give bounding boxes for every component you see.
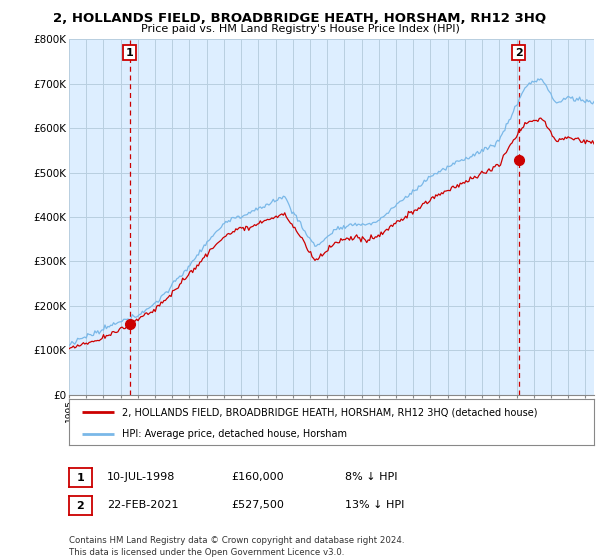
Text: 2: 2 — [515, 48, 523, 58]
Text: 10-JUL-1998: 10-JUL-1998 — [107, 472, 175, 482]
Text: 8% ↓ HPI: 8% ↓ HPI — [345, 472, 398, 482]
Text: 2: 2 — [77, 501, 84, 511]
Text: £160,000: £160,000 — [231, 472, 284, 482]
Text: 2, HOLLANDS FIELD, BROADBRIDGE HEATH, HORSHAM, RH12 3HQ: 2, HOLLANDS FIELD, BROADBRIDGE HEATH, HO… — [53, 12, 547, 25]
Text: 1: 1 — [126, 48, 134, 58]
Text: 13% ↓ HPI: 13% ↓ HPI — [345, 500, 404, 510]
Text: 22-FEB-2021: 22-FEB-2021 — [107, 500, 178, 510]
Text: Price paid vs. HM Land Registry's House Price Index (HPI): Price paid vs. HM Land Registry's House … — [140, 24, 460, 34]
Text: 2, HOLLANDS FIELD, BROADBRIDGE HEATH, HORSHAM, RH12 3HQ (detached house): 2, HOLLANDS FIELD, BROADBRIDGE HEATH, HO… — [121, 407, 537, 417]
Text: HPI: Average price, detached house, Horsham: HPI: Average price, detached house, Hors… — [121, 429, 347, 438]
Text: £527,500: £527,500 — [231, 500, 284, 510]
Text: 1: 1 — [77, 473, 84, 483]
Text: Contains HM Land Registry data © Crown copyright and database right 2024.
This d: Contains HM Land Registry data © Crown c… — [69, 536, 404, 557]
